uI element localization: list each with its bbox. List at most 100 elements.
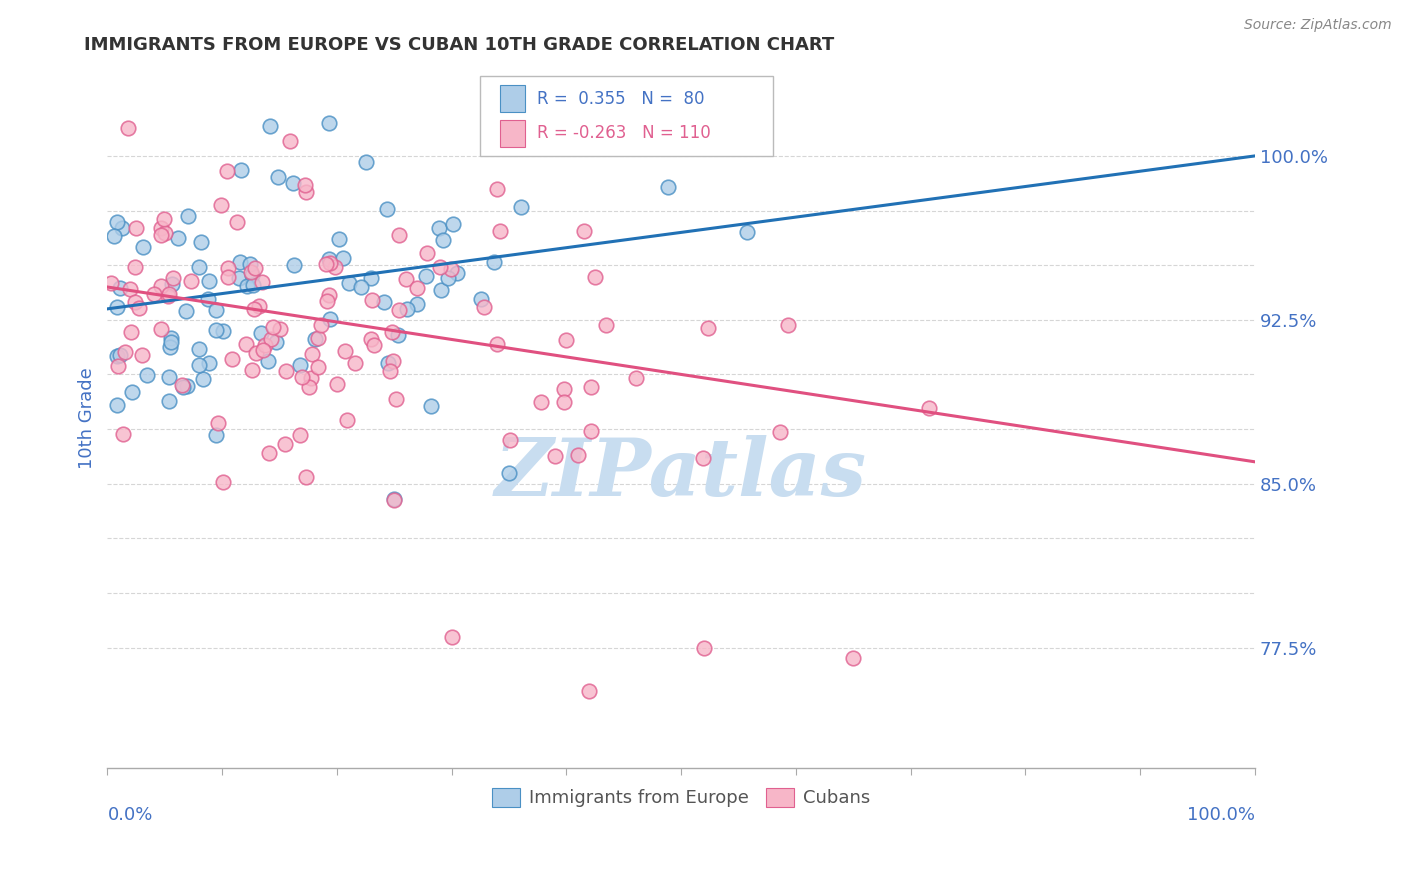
Point (336, 413, 359, 427)
Text: R = -0.263   N = 110: R = -0.263 N = 110 (537, 124, 710, 142)
Point (291, 370, 314, 384)
Point (381, 354, 404, 368)
Point (333, 344, 356, 359)
Point (114, 345, 136, 359)
Point (159, 331, 181, 345)
Point (281, 176, 304, 190)
Point (567, 448, 589, 462)
Legend: Immigrants from Europe, Cubans: Immigrants from Europe, Cubans (485, 780, 877, 814)
Point (316, 293, 339, 308)
Point (595, 318, 617, 333)
Point (162, 270, 184, 285)
Point (117, 121, 139, 136)
Point (437, 271, 460, 285)
Point (350, 280, 373, 294)
Point (157, 289, 180, 303)
Point (446, 266, 468, 280)
Point (243, 261, 266, 276)
Point (360, 332, 382, 346)
Point (105, 398, 128, 412)
Point (212, 324, 235, 338)
Point (111, 426, 134, 441)
Point (295, 470, 318, 484)
Point (420, 399, 443, 413)
Point (204, 303, 226, 318)
Point (318, 116, 340, 130)
Point (120, 282, 142, 296)
Point (249, 326, 271, 341)
Point (377, 356, 399, 370)
Point (257, 446, 280, 460)
Point (319, 256, 342, 270)
Point (382, 491, 405, 506)
Point (131, 348, 153, 362)
Point (274, 364, 297, 378)
Point (485, 182, 508, 196)
Point (188, 343, 211, 357)
Point (190, 235, 212, 249)
Point (111, 221, 134, 235)
Text: 0.0%: 0.0% (107, 806, 153, 824)
Point (388, 302, 411, 317)
Point (105, 215, 128, 229)
Point (149, 279, 172, 293)
Point (470, 292, 492, 306)
Point (120, 325, 142, 339)
Point (121, 385, 143, 400)
Point (177, 209, 200, 223)
Point (128, 301, 150, 315)
Point (107, 359, 129, 373)
Point (295, 185, 318, 199)
Point (553, 382, 575, 396)
Point (299, 371, 322, 385)
Point (142, 286, 165, 301)
Point (262, 320, 284, 334)
FancyBboxPatch shape (499, 120, 524, 146)
Point (170, 378, 193, 392)
Point (278, 134, 301, 148)
Point (225, 215, 247, 229)
Point (105, 300, 128, 314)
Point (108, 348, 131, 362)
FancyBboxPatch shape (481, 76, 773, 156)
Point (693, 640, 716, 655)
Text: Source: ZipAtlas.com: Source: ZipAtlas.com (1244, 18, 1392, 32)
Point (257, 353, 280, 368)
Point (382, 493, 405, 508)
Point (288, 358, 311, 372)
Point (489, 224, 512, 238)
Point (378, 364, 401, 378)
Point (579, 380, 602, 394)
Point (319, 312, 342, 326)
Point (472, 300, 495, 314)
Point (354, 155, 377, 169)
Point (187, 260, 209, 274)
Y-axis label: 10th Grade: 10th Grade (79, 368, 96, 469)
Point (217, 164, 239, 178)
Point (124, 295, 146, 310)
Point (103, 229, 125, 244)
Point (579, 424, 602, 438)
Point (153, 226, 176, 240)
Point (150, 228, 173, 243)
Point (337, 276, 360, 290)
Point (207, 417, 229, 431)
Point (209, 198, 232, 212)
Point (737, 225, 759, 239)
Point (217, 270, 239, 285)
Point (153, 211, 176, 226)
Point (328, 232, 350, 246)
Point (149, 220, 172, 235)
Point (624, 371, 647, 385)
Point (553, 395, 575, 409)
Point (363, 338, 385, 352)
Point (160, 335, 183, 350)
Point (387, 328, 409, 343)
Text: ZIPatlas: ZIPatlas (495, 435, 868, 513)
Point (229, 255, 252, 269)
Point (221, 352, 243, 367)
Point (236, 278, 259, 293)
Point (343, 355, 366, 369)
Point (776, 318, 799, 332)
Point (440, 630, 463, 644)
